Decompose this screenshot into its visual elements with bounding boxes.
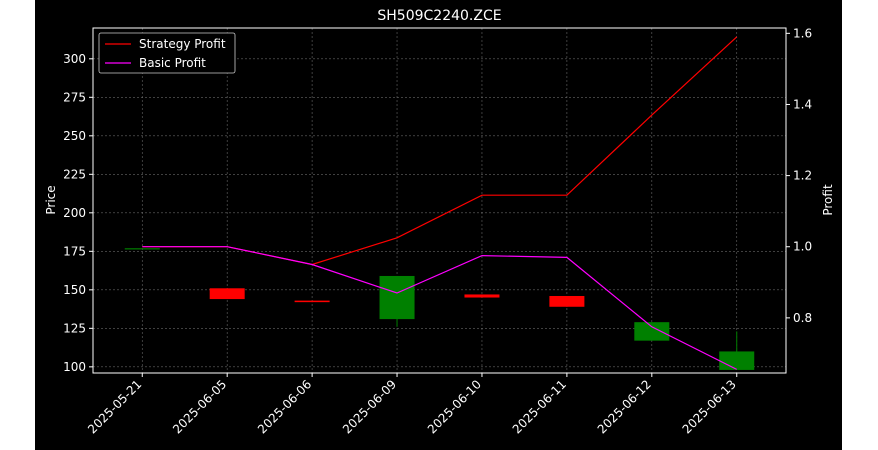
profit-line — [142, 246, 737, 370]
candle-body — [209, 288, 245, 300]
chart-title: SH509C2240.ZCE — [377, 8, 501, 24]
y2-tick-label: 0.8 — [793, 311, 812, 325]
candle-body — [464, 294, 500, 298]
y-tick-label: 150 — [63, 283, 86, 297]
candle-body — [379, 275, 415, 320]
legend: Strategy Profit Basic Profit — [98, 32, 236, 74]
y-tick-label: 175 — [63, 244, 86, 258]
y2-tick-label: 1.6 — [793, 26, 812, 40]
y-tick-label: 250 — [63, 129, 86, 143]
y-tick-label: 200 — [63, 206, 86, 220]
y-tick-label: 125 — [63, 321, 86, 335]
y-tick-label: 275 — [63, 90, 86, 104]
y-tick-label: 225 — [63, 167, 86, 181]
y2-axis-label: Profit — [821, 184, 835, 216]
candlestick-series — [124, 248, 755, 370]
plot-area — [93, 28, 786, 373]
legend-box — [98, 32, 236, 74]
legend-label: Strategy Profit — [139, 37, 226, 51]
y-axis-label: Price — [44, 185, 58, 214]
profit-lines — [142, 36, 738, 370]
candle-body — [719, 351, 755, 370]
y-tick-label: 100 — [63, 360, 86, 374]
candle-body — [294, 300, 330, 303]
legend-label: Basic Profit — [139, 56, 206, 70]
candle-body — [124, 248, 160, 250]
candle-body — [634, 322, 670, 341]
plot-frame — [92, 27, 787, 374]
y2-tick-label: 1.4 — [793, 97, 812, 111]
y-tick-label: 300 — [63, 52, 86, 66]
candle-body — [549, 295, 585, 307]
y2-tick-label: 1.0 — [793, 240, 812, 254]
y2-tick-label: 1.2 — [793, 169, 812, 183]
